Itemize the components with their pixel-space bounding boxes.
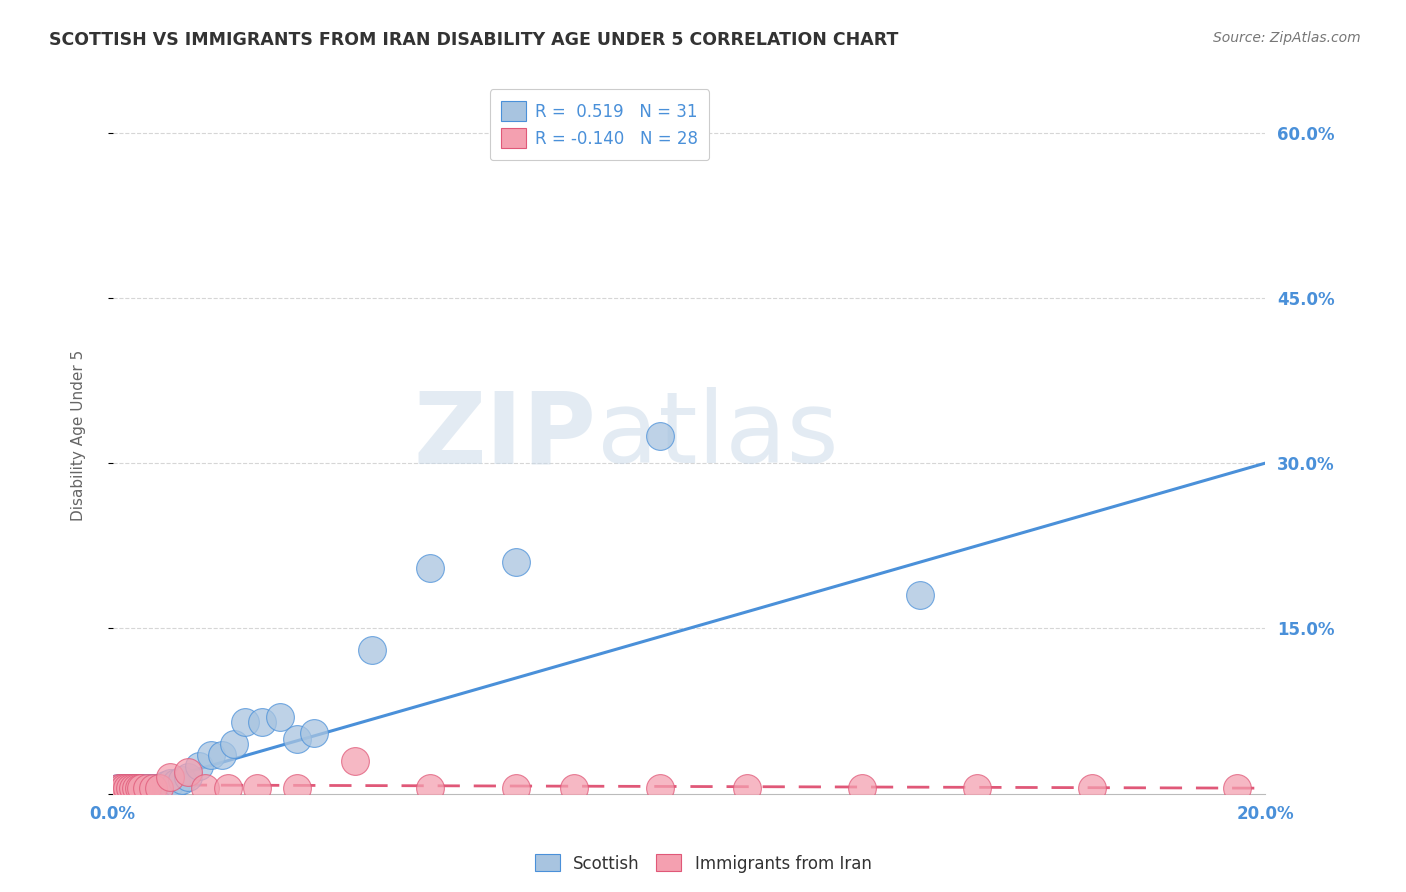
Point <box>115 781 138 796</box>
Point <box>233 714 256 729</box>
Point <box>304 726 326 740</box>
Point <box>285 731 308 746</box>
Point <box>735 781 758 796</box>
Point <box>128 781 150 796</box>
Point <box>136 781 159 796</box>
Point <box>142 781 165 796</box>
Point <box>125 781 148 796</box>
Point <box>269 709 291 723</box>
Point <box>159 775 181 789</box>
Point <box>118 781 141 796</box>
Point <box>650 428 672 442</box>
Point <box>851 781 873 796</box>
Point <box>1081 781 1104 796</box>
Point <box>121 781 143 796</box>
Point <box>165 775 187 789</box>
Point <box>343 754 366 768</box>
Point <box>562 781 585 796</box>
Legend: R =  0.519   N = 31, R = -0.140   N = 28: R = 0.519 N = 31, R = -0.140 N = 28 <box>489 89 710 160</box>
Point <box>176 770 198 784</box>
Point <box>107 781 129 796</box>
Text: SCOTTISH VS IMMIGRANTS FROM IRAN DISABILITY AGE UNDER 5 CORRELATION CHART: SCOTTISH VS IMMIGRANTS FROM IRAN DISABIL… <box>49 31 898 49</box>
Point <box>194 781 217 796</box>
Y-axis label: Disability Age Under 5: Disability Age Under 5 <box>72 350 86 521</box>
Point <box>505 781 527 796</box>
Point <box>125 781 148 796</box>
Point <box>200 748 222 763</box>
Point <box>222 737 245 751</box>
Point <box>285 781 308 796</box>
Point <box>505 555 527 569</box>
Text: Source: ZipAtlas.com: Source: ZipAtlas.com <box>1213 31 1361 45</box>
Point <box>131 781 153 796</box>
Point <box>110 781 132 796</box>
Point <box>908 588 931 602</box>
Point <box>112 781 135 796</box>
Point <box>211 748 233 763</box>
Point <box>153 778 176 792</box>
Legend: Scottish, Immigrants from Iran: Scottish, Immigrants from Iran <box>527 847 879 880</box>
Point <box>112 781 135 796</box>
Point <box>650 781 672 796</box>
Text: ZIP: ZIP <box>413 387 596 484</box>
Point <box>148 781 170 796</box>
Point <box>159 770 181 784</box>
Point <box>176 764 198 779</box>
Point <box>361 643 384 657</box>
Point <box>136 781 159 796</box>
Point <box>128 781 150 796</box>
Point <box>1225 781 1247 796</box>
Point <box>118 781 141 796</box>
Point <box>115 781 138 796</box>
Point <box>419 781 441 796</box>
Point <box>148 781 170 796</box>
Point <box>110 781 132 796</box>
Point <box>107 781 129 796</box>
Point <box>170 773 193 788</box>
Text: atlas: atlas <box>596 387 838 484</box>
Point <box>246 781 269 796</box>
Point <box>966 781 988 796</box>
Point <box>188 759 211 773</box>
Point <box>252 714 274 729</box>
Point <box>217 781 239 796</box>
Point <box>121 781 143 796</box>
Point <box>142 781 165 796</box>
Point <box>131 781 153 796</box>
Point <box>419 561 441 575</box>
